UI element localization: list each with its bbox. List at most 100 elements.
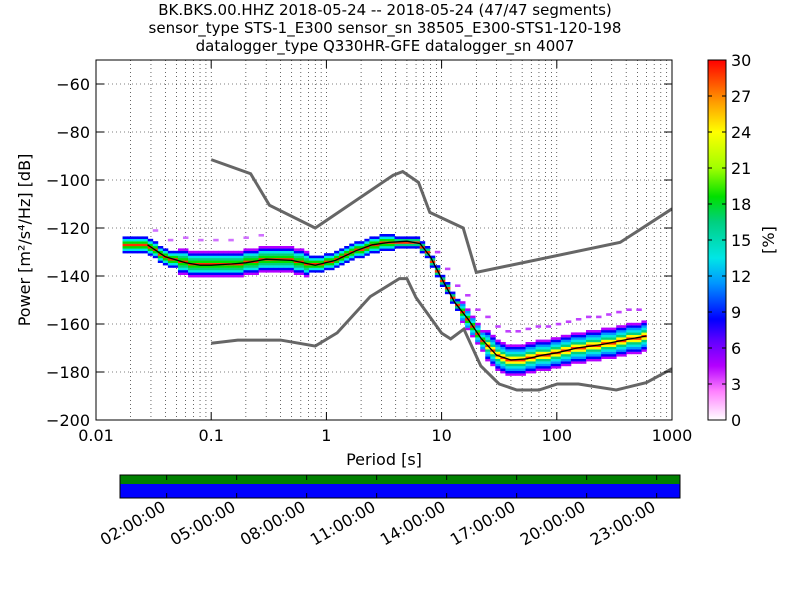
- heatmap-cell: [545, 342, 552, 345]
- heatmap-cell: [177, 258, 184, 261]
- heatmap-cell: [399, 238, 406, 242]
- heatmap-cell: [611, 349, 617, 352]
- heatmap-cell: [565, 337, 572, 340]
- heatmap-cell: [550, 363, 557, 367]
- heatmap-cell: [505, 349, 511, 352]
- heatmap-cell: [490, 361, 496, 364]
- heatmap-cell: [379, 246, 385, 249]
- heatmap-cell: [470, 315, 476, 319]
- heatmap-cell: [606, 339, 612, 343]
- heatmap-cell: [223, 260, 229, 263]
- heatmap-cell: [490, 358, 496, 362]
- heatmap-cell: [455, 284, 461, 287]
- heatmap-cell: [621, 351, 627, 355]
- heatmap-cell: [560, 334, 567, 338]
- heatmap-cell: [585, 342, 592, 345]
- plot-frame: [95, 59, 673, 421]
- heatmap-cell: [631, 334, 637, 338]
- heatmap-cell: [213, 253, 219, 256]
- time-tick-label: 20:00:00: [517, 497, 589, 549]
- heatmap-cell: [308, 258, 315, 261]
- heatmap-cell: [193, 265, 199, 268]
- heatmap-cell: [188, 272, 194, 275]
- heatmap-cell: [575, 318, 582, 321]
- heatmap-cell: [510, 346, 516, 350]
- heatmap-cell: [470, 332, 476, 335]
- heatmap-cell: [228, 272, 234, 275]
- heatmap-cell: [611, 327, 617, 331]
- heatmap-cell: [480, 346, 486, 350]
- heatmap-cell: [641, 337, 647, 340]
- heatmap-cell: [162, 250, 169, 254]
- heatmap-cell: [560, 339, 567, 343]
- heatmap-cell: [636, 349, 642, 352]
- heatmap-cell: [485, 332, 491, 335]
- heatmap-cell: [575, 354, 582, 357]
- chart-title-line-3: datalogger_type Q330HR-GFE datalogger_sn…: [195, 37, 575, 55]
- heatmap-cell: [555, 361, 562, 364]
- heatmap-cell: [434, 274, 441, 278]
- heatmap-cell: [198, 250, 204, 254]
- heatmap-cell: [409, 236, 416, 239]
- heatmap-cell: [439, 277, 446, 280]
- heatmap-cell: [248, 270, 254, 273]
- heatmap-cell: [223, 255, 229, 259]
- nhnm-line: [210, 158, 672, 275]
- heatmap-cell: [152, 229, 159, 232]
- heatmap-cell: [308, 267, 315, 271]
- heatmap-cell: [167, 255, 174, 259]
- heatmap-cell: [525, 361, 531, 364]
- heatmap-cell: [208, 270, 214, 273]
- heatmap-cell: [626, 308, 632, 311]
- heatmap-cell: [555, 322, 562, 326]
- heatmap-cell: [303, 265, 310, 268]
- heatmap-cell: [213, 255, 219, 259]
- heatmap-cell: [268, 267, 275, 271]
- heatmap-cell: [550, 339, 557, 343]
- heatmap-cell: [364, 248, 370, 251]
- heatmap-cell: [208, 267, 214, 271]
- heatmap-cell: [374, 250, 380, 254]
- heatmap-cell: [515, 366, 521, 369]
- y-tick-label: −80: [56, 123, 90, 142]
- heatmap-cell: [263, 246, 270, 249]
- heatmap-cell: [379, 243, 385, 247]
- heatmap-cell: [273, 262, 280, 266]
- heatmap-cell: [520, 354, 526, 357]
- heatmap-cell: [500, 346, 506, 350]
- heatmap-cell: [132, 236, 139, 239]
- heatmap-cell: [500, 368, 506, 371]
- heatmap-cell: [142, 248, 149, 251]
- heatmap-cell: [606, 344, 612, 347]
- heatmap-cell: [162, 258, 169, 261]
- heatmap-cell: [233, 272, 239, 275]
- heatmap-cell: [379, 248, 385, 251]
- heatmap-cell: [555, 339, 562, 343]
- heatmap-cell: [389, 238, 395, 242]
- heatmap-cell: [545, 358, 552, 362]
- colorbar-tick-label: 3: [731, 375, 741, 394]
- heatmap-cell: [490, 339, 496, 343]
- heatmap-cell: [611, 351, 617, 355]
- heatmap-cell: [177, 250, 184, 254]
- heatmap-cell: [626, 344, 632, 347]
- heatmap-cell: [198, 258, 204, 261]
- heatmap-cell: [429, 258, 436, 261]
- heatmap-cell: [278, 255, 285, 259]
- mean-curve: [147, 240, 647, 361]
- heatmap-cell: [565, 363, 572, 367]
- heatmap-cell: [591, 342, 597, 345]
- heatmap-cell: [485, 330, 491, 333]
- heatmap-cell: [303, 260, 310, 263]
- heatmap-cell: [641, 344, 647, 347]
- heatmap-cell: [606, 313, 612, 316]
- heatmap-cell: [203, 267, 209, 271]
- heatmap-cell: [223, 265, 229, 268]
- heatmap-cell: [505, 361, 511, 364]
- heatmap-cell: [505, 368, 511, 371]
- heatmap-cell: [515, 363, 521, 367]
- heatmap-cell: [369, 236, 375, 239]
- heatmap-cell: [213, 270, 219, 273]
- heatmap-cell: [550, 356, 557, 359]
- heatmap-cell: [167, 250, 174, 254]
